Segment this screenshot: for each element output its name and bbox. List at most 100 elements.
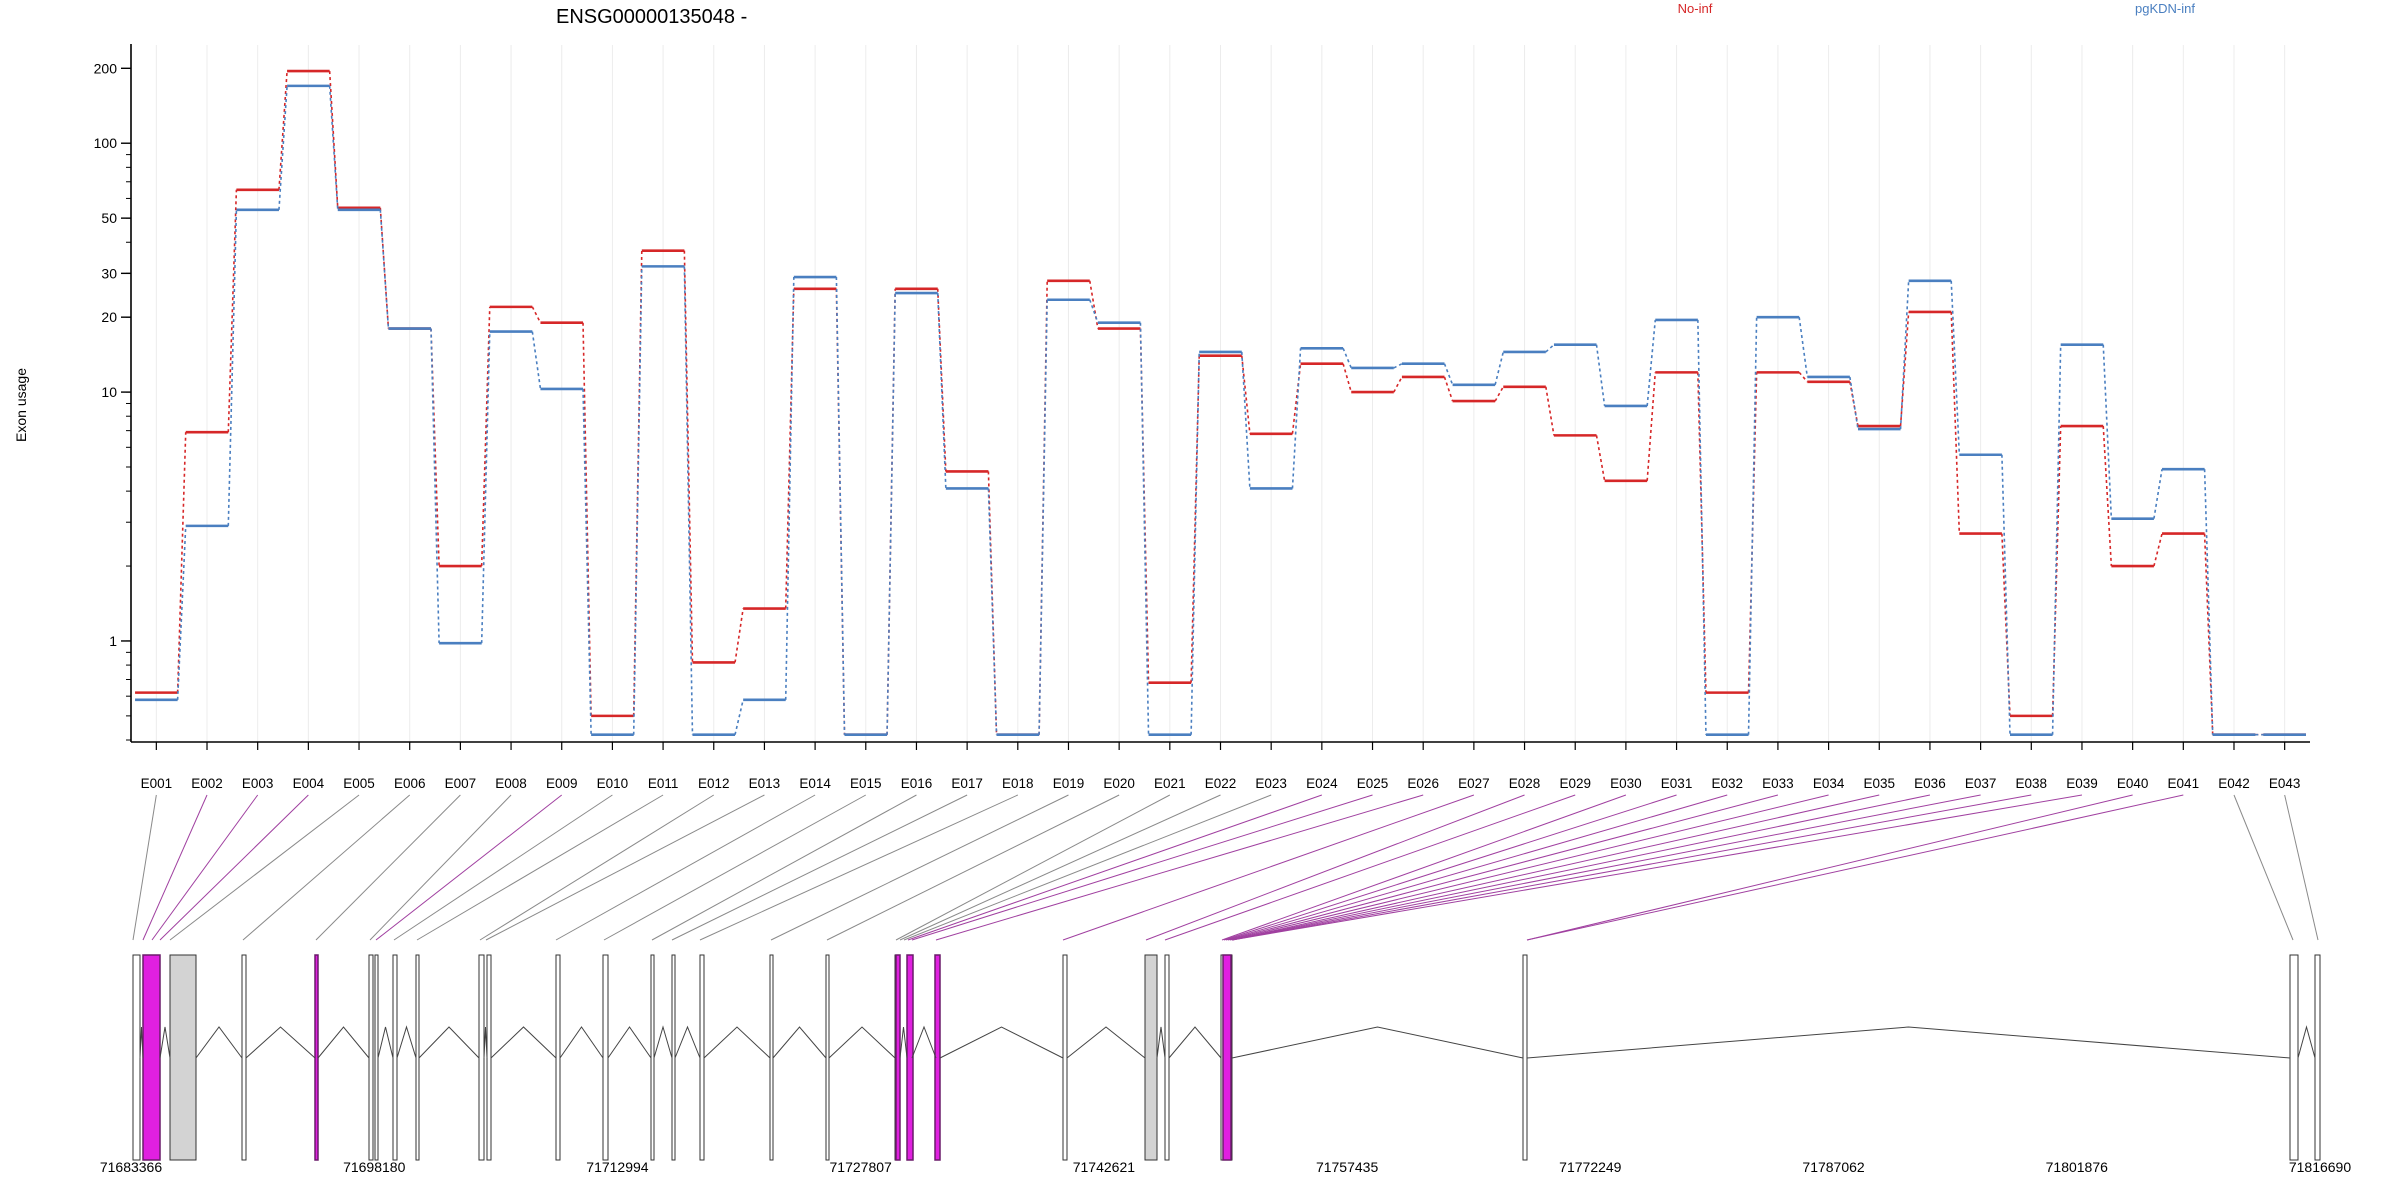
exon-box-9 bbox=[478, 954, 485, 1161]
x-tick-label-e007: E007 bbox=[445, 776, 477, 791]
connector-pgkdn-inf-e036 bbox=[1950, 280, 1961, 455]
exon-connector-e003 bbox=[151, 794, 259, 941]
connector-pgkdn-inf-e014 bbox=[835, 276, 846, 735]
exon-box-5 bbox=[368, 954, 374, 1161]
connector-pgkdn-inf-e033 bbox=[1798, 317, 1809, 378]
intron-19 bbox=[911, 1025, 937, 1059]
exon-connector-e006 bbox=[242, 794, 411, 941]
exon-box-27 bbox=[2314, 954, 2321, 1161]
exon-connector-e012 bbox=[479, 794, 715, 941]
x-tick-label-e008: E008 bbox=[495, 776, 527, 791]
x-tick-label-e001: E001 bbox=[141, 776, 173, 791]
x-tick-label-e043: E043 bbox=[2269, 776, 2301, 791]
exon-connector-e013 bbox=[485, 794, 765, 941]
intron-8 bbox=[418, 1026, 480, 1059]
x-tick-label-e021: E021 bbox=[1154, 776, 1186, 791]
x-tick-label-e022: E022 bbox=[1205, 776, 1237, 791]
connector-pgkdn-inf-e005 bbox=[379, 209, 390, 329]
exon-connector-e024 bbox=[907, 794, 1323, 941]
connector-no-inf-e002 bbox=[227, 189, 238, 433]
connector-pgkdn-inf-e022 bbox=[1240, 351, 1251, 489]
x-tick-label-e030: E030 bbox=[1610, 776, 1642, 791]
x-tick-label-e017: E017 bbox=[951, 776, 983, 791]
connector-no-inf-e037 bbox=[2001, 533, 2011, 716]
intron-18 bbox=[899, 1026, 908, 1059]
exon-connector-e010 bbox=[393, 794, 613, 941]
x-tick-label-e019: E019 bbox=[1053, 776, 1085, 791]
y-tick-label-30: 30 bbox=[101, 265, 117, 281]
y-tick-label-1: 1 bbox=[109, 633, 117, 649]
connector-no-inf-e006 bbox=[430, 328, 440, 567]
connector-no-inf-e007 bbox=[480, 306, 491, 567]
connector-no-inf-e008 bbox=[531, 306, 542, 324]
exon-connector-e032 bbox=[1225, 794, 1728, 941]
exon-connector-e007 bbox=[315, 794, 461, 941]
grid-layer bbox=[155, 45, 2286, 742]
x-tick-label-e018: E018 bbox=[1002, 776, 1034, 791]
connector-layer bbox=[132, 794, 2319, 941]
connector-pgkdn-inf-e041 bbox=[2203, 469, 2214, 735]
connector-pgkdn-inf-e025 bbox=[1393, 363, 1403, 369]
exon-box-16 bbox=[769, 954, 774, 1161]
connector-pgkdn-inf-e034 bbox=[1849, 376, 1859, 430]
intron-7 bbox=[396, 1025, 417, 1059]
connector-pgkdn-inf-e011 bbox=[683, 266, 694, 735]
connector-pgkdn-inf-e016 bbox=[936, 293, 947, 489]
connector-pgkdn-inf-e027 bbox=[1494, 351, 1505, 385]
exon-box-14 bbox=[671, 954, 676, 1161]
x-tick-label-e041: E041 bbox=[2168, 776, 2200, 791]
exon-connector-e022 bbox=[899, 794, 1221, 941]
connector-no-inf-e003 bbox=[278, 70, 288, 190]
legend-label-pgkdn-inf: pgKDN-inf bbox=[2135, 1, 2195, 16]
intron-2 bbox=[195, 1026, 243, 1059]
exon-box-0 bbox=[132, 954, 141, 1161]
exon-highlight-0 bbox=[142, 954, 161, 1161]
connector-pgkdn-inf-e018 bbox=[1038, 299, 1048, 735]
intron-24 bbox=[1231, 1026, 1524, 1059]
exon-box-26 bbox=[2289, 954, 2299, 1161]
x-tick-label-e028: E028 bbox=[1509, 776, 1541, 791]
exon-connector-e043 bbox=[2284, 794, 2319, 941]
x-tick-label-e020: E020 bbox=[1103, 776, 1135, 791]
exon-connector-e020 bbox=[826, 794, 1120, 941]
series-pgkdn-inf bbox=[135, 84, 2306, 737]
x-tick-label-e029: E029 bbox=[1559, 776, 1591, 791]
connector-no-inf-e013 bbox=[784, 288, 795, 609]
connector-pgkdn-inf-e002 bbox=[227, 209, 238, 526]
connector-pgkdn-inf-e010 bbox=[632, 266, 643, 735]
connector-no-inf-e026 bbox=[1443, 376, 1454, 402]
coordinate-label-0: 71683366 bbox=[100, 1159, 163, 1175]
connector-no-inf-e019 bbox=[1088, 280, 1099, 329]
intron-11 bbox=[559, 1026, 604, 1059]
y-tick-label-200: 200 bbox=[94, 60, 118, 76]
exon-box-6 bbox=[374, 954, 379, 1161]
x-tick-label-e032: E032 bbox=[1711, 776, 1743, 791]
x-tick-label-e025: E025 bbox=[1357, 776, 1389, 791]
connector-pgkdn-inf-e003 bbox=[278, 85, 288, 210]
x-tick-label-e016: E016 bbox=[901, 776, 933, 791]
exon-box-21 bbox=[1062, 954, 1068, 1161]
connector-no-inf-e004 bbox=[328, 70, 339, 208]
intron-14 bbox=[674, 1025, 701, 1059]
x-tick-label-e036: E036 bbox=[1914, 776, 1946, 791]
exon-connector-e016 bbox=[651, 794, 917, 941]
y-tick-label-100: 100 bbox=[94, 135, 118, 151]
connector-no-inf-e036 bbox=[1950, 311, 1961, 534]
chart-title: ENSG00000135048 - bbox=[556, 6, 747, 28]
connector-no-inf-e040 bbox=[2153, 533, 2163, 567]
exon-connector-e014 bbox=[555, 794, 816, 941]
connector-pgkdn-inf-e020 bbox=[1139, 322, 1150, 735]
x-tick-label-e006: E006 bbox=[394, 776, 426, 791]
coordinate-label-3: 71727807 bbox=[830, 1159, 893, 1175]
exon-box-25 bbox=[1522, 954, 1528, 1161]
exon-connector-e028 bbox=[1145, 794, 1525, 941]
exon-connector-e042 bbox=[2233, 794, 2294, 941]
exon-connector-e031 bbox=[1223, 794, 1677, 941]
coordinate-label-4: 71742621 bbox=[1073, 1159, 1136, 1175]
intron-15 bbox=[703, 1026, 771, 1059]
exon-box-12 bbox=[602, 954, 609, 1161]
series-layer bbox=[135, 69, 2306, 737]
exon-box-15 bbox=[699, 954, 705, 1161]
intron-26 bbox=[2297, 1025, 2316, 1059]
